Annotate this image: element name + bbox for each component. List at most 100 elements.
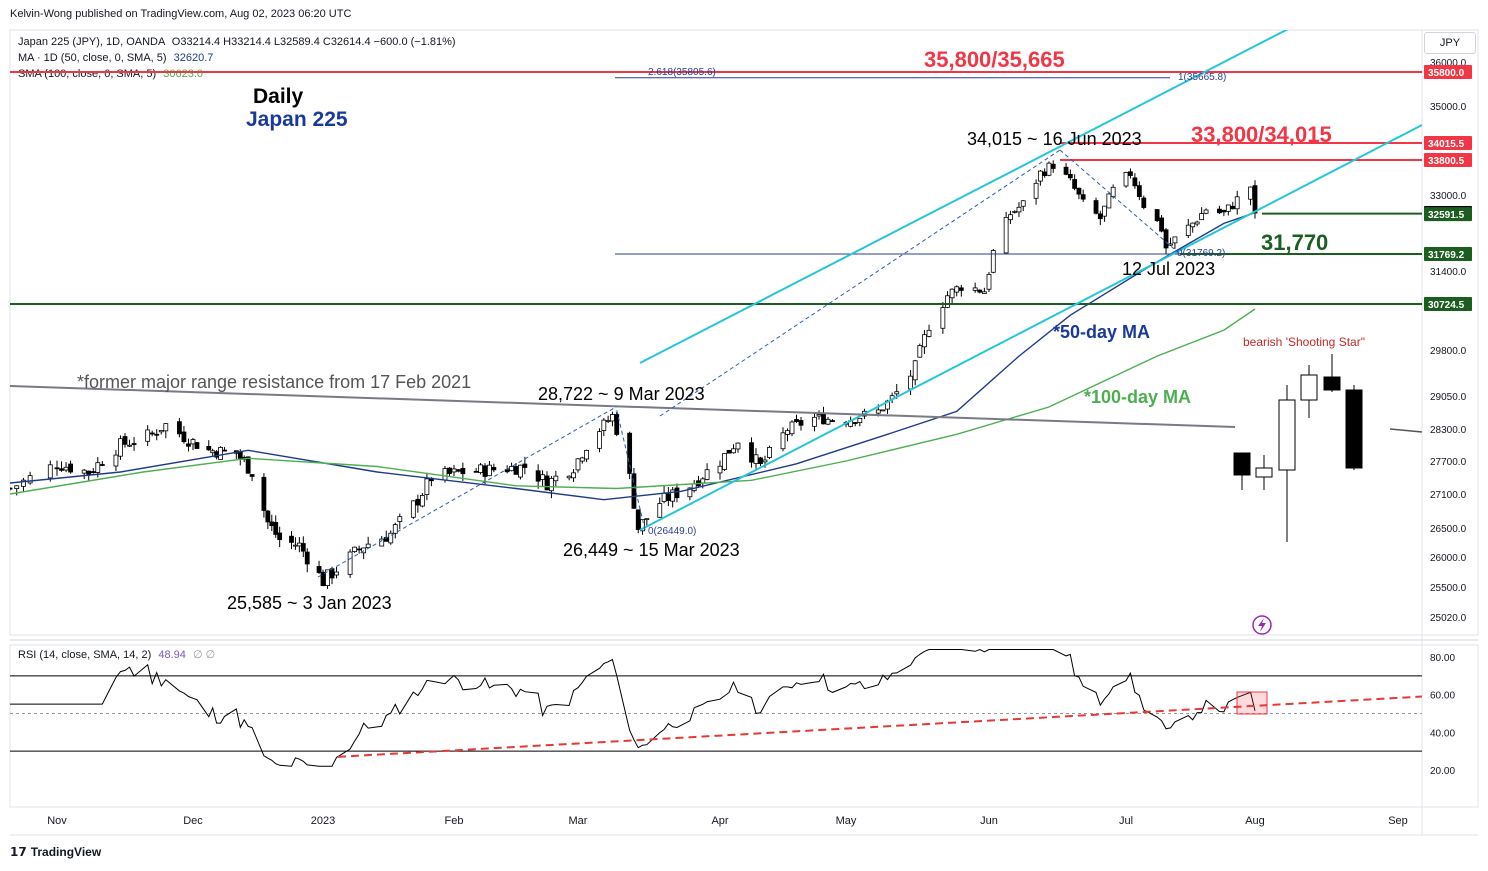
price-tick-label: 25020.0 [1430, 613, 1467, 624]
price-tag-label: 33800.5 [1428, 156, 1465, 167]
rsi-line[interactable] [10, 648, 1256, 767]
fib-connector-line[interactable] [317, 406, 617, 578]
candle [145, 429, 151, 442]
candle [1067, 173, 1073, 179]
lightning-icon[interactable] [1252, 615, 1272, 635]
candle [949, 288, 955, 299]
tradingview-footer[interactable]: 𝟭𝟳 TradingView [10, 845, 101, 859]
candle [1172, 236, 1178, 244]
fib-0-mar-label: 0(26449.0) [648, 526, 696, 537]
former-resistance-line[interactable] [10, 385, 1236, 428]
candle [473, 470, 479, 473]
candle [1102, 205, 1107, 217]
candle [261, 476, 267, 511]
time-tick-label: Aug [1245, 815, 1265, 827]
candle [99, 464, 105, 466]
rsi-highlight-box[interactable] [1236, 691, 1268, 715]
candle [1168, 243, 1173, 246]
candle [977, 289, 983, 293]
candle [392, 524, 398, 534]
candle [10, 487, 13, 490]
sma100-line[interactable] [10, 308, 1256, 495]
candle [922, 334, 927, 348]
candle [63, 466, 69, 471]
former-resistance-label: *former major range resistance from 17 F… [77, 372, 471, 392]
candle [1132, 177, 1138, 187]
candle [424, 478, 430, 495]
candle [388, 532, 394, 544]
candle [509, 466, 514, 472]
price-tag-label: 32591.5 [1428, 210, 1465, 221]
candle [447, 467, 452, 474]
candle [277, 532, 283, 541]
ma50-line[interactable] [10, 212, 1256, 501]
symbol-legend[interactable]: Japan 225 (JPY), 1D, OANDA O33214.4 H332… [18, 36, 456, 48]
main-plot-area[interactable] [8, 28, 1422, 589]
candle [218, 447, 223, 460]
candle [158, 430, 164, 433]
rsi-tick-label: 40.00 [1430, 728, 1455, 739]
candle [181, 431, 187, 443]
candle [610, 414, 615, 422]
channel-lower-line[interactable] [639, 124, 1422, 531]
currency-selector[interactable]: JPY [1424, 32, 1476, 54]
price-tag [1424, 296, 1472, 311]
candle [1159, 217, 1164, 232]
price-tag-label: 35800.0 [1428, 68, 1465, 79]
candle [289, 535, 294, 543]
candle [700, 478, 706, 484]
candlestick-series[interactable] [8, 160, 1258, 589]
candle [27, 475, 33, 484]
price-tick-label: 35000.0 [1430, 102, 1467, 113]
candle [325, 569, 330, 586]
inset-candle [1345, 389, 1363, 469]
candle [163, 423, 169, 432]
candle [397, 516, 403, 522]
time-tick-label: Nov [47, 815, 67, 827]
candle [986, 274, 992, 290]
brand-label: TradingView [30, 845, 102, 859]
candle [674, 487, 680, 499]
price-tick-label: 36000.0 [1430, 58, 1467, 69]
candle [566, 475, 572, 479]
high-mar-label: 28,722 ~ 9 Mar 2023 [538, 384, 705, 404]
candle [131, 443, 137, 445]
price-tick-label: 26500.0 [1430, 524, 1467, 535]
candle [222, 449, 227, 452]
candle [451, 468, 457, 473]
candle [789, 421, 795, 435]
candle [1190, 222, 1196, 228]
ma50-legend[interactable]: MA · 1D (50, close, 0, SMA, 5) 32620.7 [18, 52, 213, 64]
low-jan-label: 25,585 ~ 3 Jan 2023 [227, 593, 392, 613]
candle [21, 479, 26, 487]
candle [149, 432, 155, 435]
candle [518, 464, 523, 478]
inset-candles [1233, 354, 1363, 542]
candle [825, 418, 831, 425]
rsi-legend[interactable]: RSI (14, close, SMA, 14, 2) 48.94 ∅ ∅ [18, 648, 215, 661]
candle [186, 443, 191, 447]
candle [491, 467, 497, 471]
candle [767, 446, 772, 458]
low-jul-label: 12 Jul 2023 [1122, 259, 1215, 279]
candle [513, 466, 519, 475]
fib-connector-line[interactable] [615, 406, 646, 531]
candle [1042, 171, 1048, 177]
candle [830, 420, 835, 423]
channel-upper-line[interactable] [639, 28, 1290, 364]
candle [410, 500, 416, 518]
fib-connector-line[interactable] [659, 149, 1061, 417]
candle [1072, 179, 1078, 189]
candle [379, 538, 385, 547]
candle [90, 471, 96, 473]
time-tick-label: Mar [569, 815, 588, 827]
fib-connector-line[interactable] [1059, 149, 1181, 255]
rsi-plot-area[interactable] [10, 648, 1422, 767]
rsi-trendline[interactable] [337, 695, 1422, 758]
time-tick-label: Feb [445, 815, 464, 827]
candle [1136, 185, 1142, 197]
price-tick-label: 31400.0 [1430, 267, 1467, 278]
candle [1016, 206, 1022, 213]
candle [504, 469, 510, 473]
